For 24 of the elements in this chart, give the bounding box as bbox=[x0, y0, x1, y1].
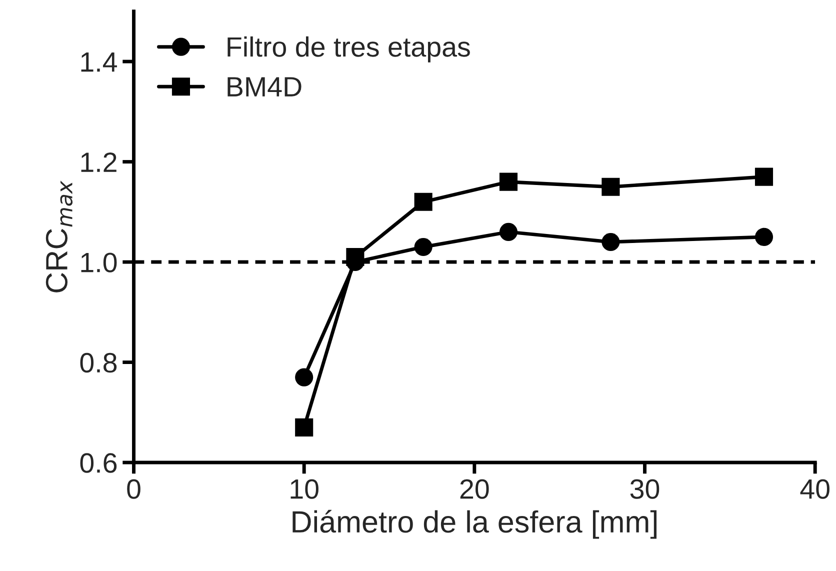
x-tick-label: 10 bbox=[290, 479, 318, 499]
point bbox=[414, 192, 432, 211]
point bbox=[602, 232, 620, 252]
point bbox=[754, 168, 774, 186]
y-tick-label: 0.8 bbox=[80, 352, 117, 373]
point bbox=[414, 238, 432, 256]
y-tick-label: 0.6 bbox=[80, 453, 117, 473]
x-tick-label: 20 bbox=[460, 479, 489, 499]
point bbox=[754, 228, 774, 246]
point bbox=[499, 172, 518, 191]
y-axis-title: CRC$_{max}$ bbox=[46, 180, 73, 292]
x-axis-title: Diámetro de la esfera [mm] bbox=[292, 510, 657, 539]
y-tick-label: 1.2 bbox=[81, 152, 116, 172]
point bbox=[602, 178, 620, 196]
x-tick-label: 30 bbox=[630, 479, 660, 499]
point bbox=[295, 418, 314, 436]
x-tick-label: 40 bbox=[800, 479, 830, 499]
legend-label: BM4D bbox=[228, 77, 302, 96]
y-tick-label: 1.4 bbox=[81, 52, 117, 72]
legend-label: Filtro de tres etapas bbox=[228, 36, 470, 62]
point bbox=[499, 222, 518, 241]
x-tick-label: 0 bbox=[127, 479, 140, 499]
y-tick-label: 1.0 bbox=[81, 252, 117, 272]
point bbox=[295, 368, 314, 386]
